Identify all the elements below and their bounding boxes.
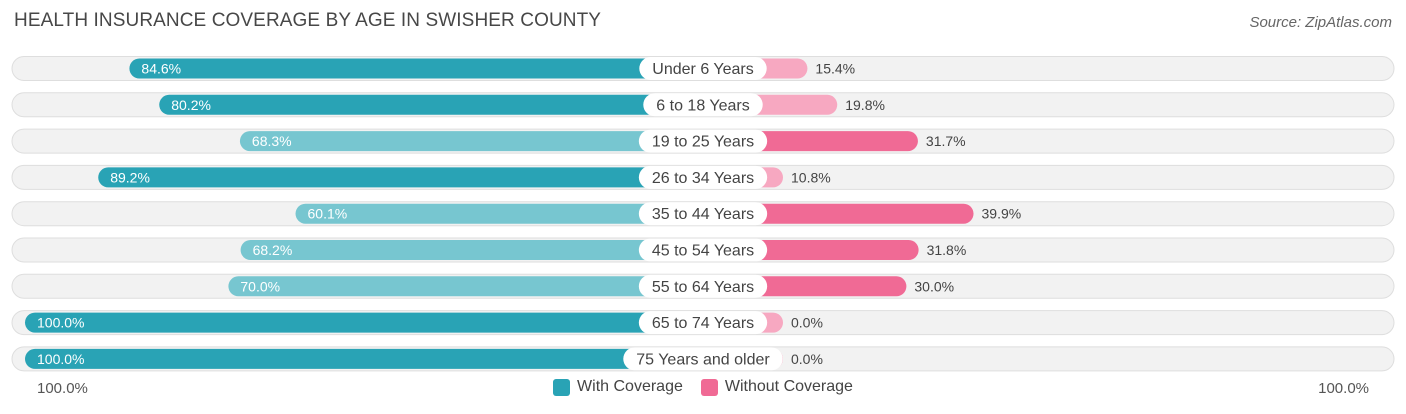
data-label-without-coverage: 15.4%: [815, 61, 855, 77]
category-pill: [638, 129, 768, 153]
bar-with-coverage: [240, 240, 703, 260]
data-label-without-coverage: 10.8%: [791, 169, 831, 185]
category-label: 45 to 54 Years: [652, 243, 754, 260]
legend-item-without-coverage: Without Coverage: [700, 378, 853, 396]
data-label-without-coverage: 39.9%: [982, 206, 1022, 222]
data-label-with-coverage: 100.0%: [37, 315, 84, 331]
category-label: 19 to 25 Years: [652, 134, 754, 151]
data-label-with-coverage: 68.3%: [252, 133, 292, 149]
legend-label-with-coverage: With Coverage: [577, 378, 683, 395]
data-label-without-coverage: 0.0%: [791, 315, 823, 331]
category-label: 26 to 34 Years: [652, 170, 754, 187]
source-credit: Source: ZipAtlas.com: [1249, 14, 1392, 31]
category-pill: [638, 165, 768, 189]
data-label-with-coverage: 60.1%: [308, 206, 348, 222]
legend-swatch-with-coverage: [553, 378, 571, 396]
bar-with-coverage: [239, 131, 703, 152]
category-pill: [638, 311, 768, 335]
chart-canvas: 84.6% 15.4% Under 6 Years 80.2% 19.8% 6 to 18…: [11, 56, 1395, 372]
data-label-with-coverage: 84.6%: [141, 61, 181, 77]
category-label: 65 to 74 Years: [652, 315, 754, 332]
legend: With Coverage Without Coverage: [0, 378, 1406, 396]
category-label: 55 to 64 Years: [652, 279, 754, 296]
category-label: Under 6 Years: [652, 61, 753, 78]
category-pill: [623, 347, 783, 371]
legend-swatch-without-coverage: [700, 378, 718, 396]
bar-without-coverage: [703, 203, 974, 224]
data-label-with-coverage: 68.2%: [253, 242, 293, 258]
category-pill: [639, 57, 767, 80]
bar-with-coverage: [295, 203, 703, 224]
data-label-with-coverage: 80.2%: [171, 97, 211, 113]
bar-with-coverage: [98, 167, 703, 188]
axis-right-label: 100.0%: [1318, 380, 1369, 397]
legend-item-with-coverage: With Coverage: [553, 378, 683, 396]
category-label: 75 Years and older: [636, 351, 770, 368]
category-label: 35 to 44 Years: [652, 206, 754, 223]
category-label: 6 to 18 Years: [656, 97, 749, 114]
category-pill: [638, 202, 768, 226]
bar-with-coverage: [25, 348, 703, 369]
legend-label-without-coverage: Without Coverage: [724, 378, 853, 395]
data-label-with-coverage: 70.0%: [240, 278, 280, 294]
bar-with-coverage: [129, 58, 704, 79]
bar-with-coverage: [228, 276, 703, 297]
data-label-without-coverage: 19.8%: [845, 97, 885, 113]
category-pill: [643, 93, 763, 117]
bar-with-coverage: [25, 312, 703, 333]
data-label-with-coverage: 89.2%: [110, 169, 150, 185]
data-label-without-coverage: 30.0%: [914, 278, 954, 294]
chart-title: HEALTH INSURANCE COVERAGE BY AGE IN SWIS…: [14, 10, 602, 31]
data-label-without-coverage: 0.0%: [791, 351, 823, 367]
bar-with-coverage: [159, 94, 703, 115]
category-pill: [638, 274, 768, 298]
data-label-with-coverage: 100.0%: [37, 351, 84, 367]
category-pill: [638, 238, 768, 262]
data-label-without-coverage: 31.8%: [927, 242, 967, 258]
axis-left-label: 100.0%: [37, 380, 88, 397]
data-label-without-coverage: 31.7%: [926, 133, 966, 149]
